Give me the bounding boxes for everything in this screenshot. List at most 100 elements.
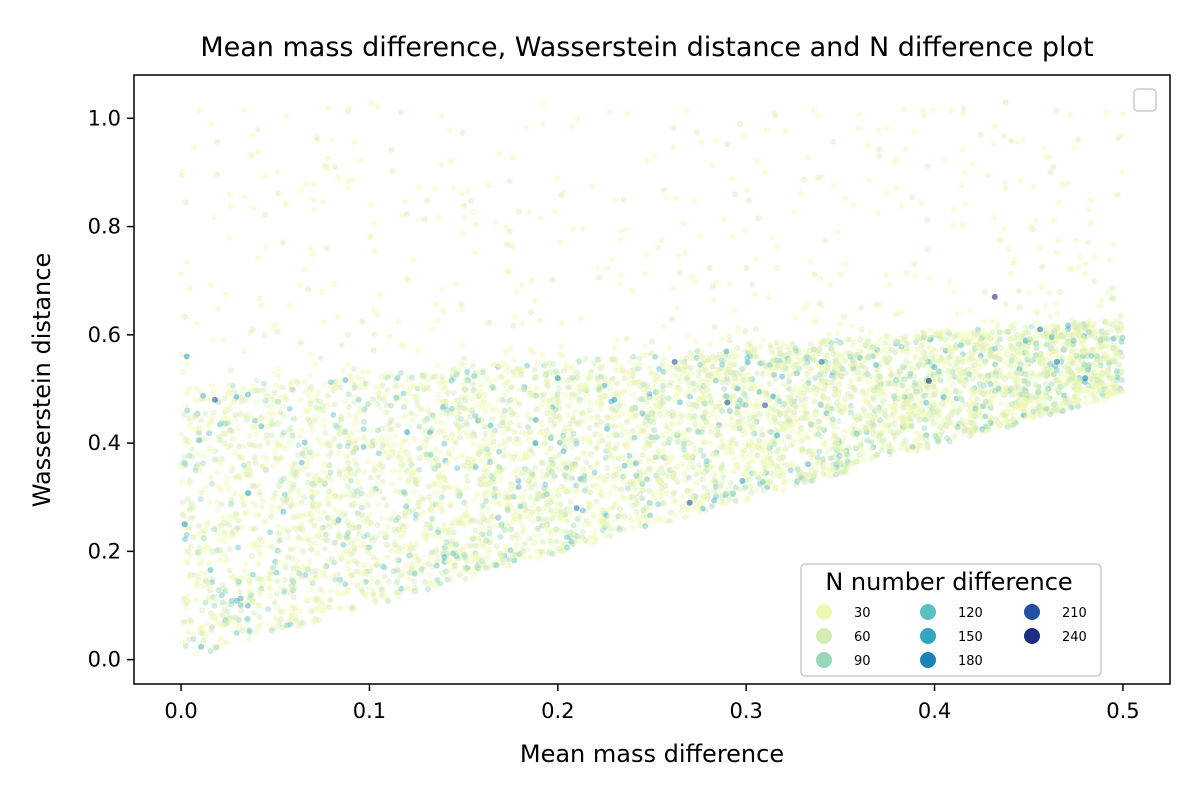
scatter-point xyxy=(456,424,463,431)
scatter-point xyxy=(351,471,358,478)
scatter-point xyxy=(397,369,404,376)
scatter-point xyxy=(304,458,311,465)
scatter-point xyxy=(504,425,511,432)
scatter-point xyxy=(934,360,941,367)
scatter-point xyxy=(712,473,718,480)
scatter-point xyxy=(944,423,951,430)
scatter-point xyxy=(892,398,899,405)
scatter-point xyxy=(472,542,479,549)
scatter-point xyxy=(646,487,653,494)
scatter-point xyxy=(768,463,775,469)
scatter-point xyxy=(235,581,242,588)
scatter-point xyxy=(239,627,246,634)
scatter-point xyxy=(728,416,735,423)
scatter-point xyxy=(237,602,244,608)
scatter-point xyxy=(353,568,360,575)
scatter-point xyxy=(863,413,870,420)
scatter-point xyxy=(787,420,794,427)
scatter-point xyxy=(228,627,235,634)
scatter-point xyxy=(208,414,215,421)
scatter-point xyxy=(196,574,203,581)
scatter-point xyxy=(227,420,234,426)
scatter-point xyxy=(747,483,753,490)
scatter-point xyxy=(594,375,601,382)
scatter-point xyxy=(366,584,373,590)
scatter-point xyxy=(1014,377,1021,383)
scatter-point xyxy=(550,423,557,430)
scatter-point xyxy=(443,410,450,417)
scatter-point xyxy=(470,460,477,467)
scatter-point xyxy=(1104,393,1110,400)
scatter-point xyxy=(420,530,426,537)
scatter-point xyxy=(578,469,585,476)
scatter-point xyxy=(360,540,367,547)
scatter-point xyxy=(861,409,868,415)
scatter-point xyxy=(1084,369,1091,376)
scatter-point xyxy=(628,370,635,377)
scatter-point xyxy=(669,412,676,419)
scatter-point xyxy=(508,503,515,510)
scatter-point xyxy=(326,523,333,530)
scatter-point xyxy=(732,462,739,469)
scatter-point xyxy=(574,369,581,376)
scatter-point xyxy=(558,547,565,554)
scatter-point xyxy=(987,351,994,358)
scatter-point xyxy=(811,384,818,391)
scatter-point xyxy=(1089,346,1096,353)
scatter-point xyxy=(940,395,947,402)
scatter-point xyxy=(1023,402,1030,409)
scatter-point xyxy=(423,538,430,544)
scatter-point xyxy=(768,404,775,411)
scatter-point xyxy=(209,624,216,631)
scatter-point xyxy=(1105,367,1111,374)
scatter-point xyxy=(867,343,874,349)
scatter-point xyxy=(700,452,707,459)
scatter-point xyxy=(914,409,921,416)
scatter-point xyxy=(968,329,975,336)
scatter-point xyxy=(1043,343,1050,350)
scatter-point xyxy=(426,410,433,417)
scatter-point xyxy=(514,474,521,481)
scatter-point xyxy=(408,564,415,571)
scatter-point xyxy=(312,606,319,613)
scatter-point xyxy=(576,419,583,425)
scatter-point xyxy=(470,534,477,541)
scatter-point xyxy=(831,375,838,382)
scatter-point xyxy=(622,469,628,476)
scatter-point xyxy=(1074,331,1081,338)
scatter-point xyxy=(1055,389,1062,396)
scatter-point xyxy=(885,421,892,428)
scatter-point xyxy=(669,413,676,420)
scatter-point xyxy=(452,439,459,446)
scatter-point xyxy=(400,569,407,576)
scatter-point xyxy=(516,494,523,501)
scatter-point xyxy=(914,430,921,437)
scatter-point xyxy=(1050,329,1057,336)
scatter-point xyxy=(731,370,738,377)
scatter-point xyxy=(394,563,401,570)
scatter-point xyxy=(331,435,338,442)
scatter-point xyxy=(876,420,883,427)
scatter-point xyxy=(437,580,444,587)
scatter-point xyxy=(767,481,773,488)
scatter-point xyxy=(431,549,438,556)
scatter-point xyxy=(541,485,548,492)
scatter-point xyxy=(486,377,493,384)
scatter-point xyxy=(362,578,369,585)
scatter-point xyxy=(470,387,477,393)
scatter-point xyxy=(593,421,600,428)
scatter-point xyxy=(653,373,660,379)
scatter-point xyxy=(489,476,496,483)
scatter-point xyxy=(392,487,399,494)
scatter-point xyxy=(423,436,430,443)
scatter-point xyxy=(207,419,214,425)
scatter-point xyxy=(787,357,793,364)
scatter-point xyxy=(1030,412,1037,419)
scatter-point xyxy=(581,417,588,424)
scatter-point xyxy=(517,456,524,463)
scatter-point xyxy=(516,400,523,407)
scatter-point xyxy=(662,458,669,464)
scatter-point xyxy=(222,539,229,545)
scatter-point xyxy=(791,437,797,444)
scatter-point xyxy=(500,414,507,421)
